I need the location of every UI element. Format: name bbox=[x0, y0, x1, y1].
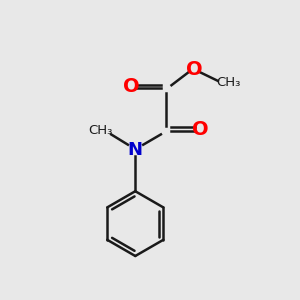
Text: O: O bbox=[186, 59, 202, 79]
Text: CH₃: CH₃ bbox=[216, 76, 240, 89]
Text: O: O bbox=[192, 120, 208, 139]
Text: N: N bbox=[128, 141, 143, 159]
Text: O: O bbox=[122, 77, 139, 96]
Text: CH₃: CH₃ bbox=[88, 124, 112, 137]
